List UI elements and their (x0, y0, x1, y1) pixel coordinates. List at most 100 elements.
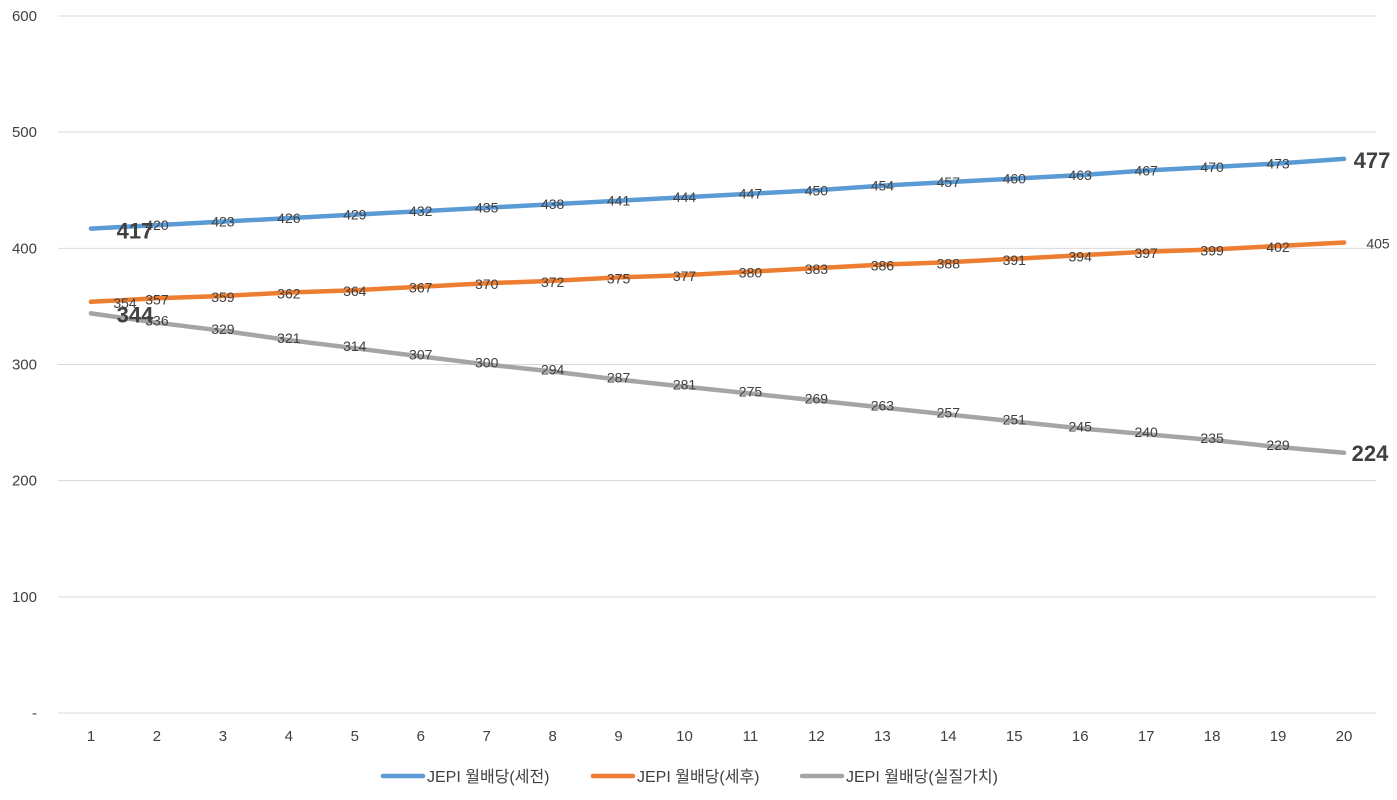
x-tick-label: 19 (1270, 728, 1287, 745)
x-tick-label: 4 (285, 728, 293, 745)
data-label-series-1: 447 (739, 186, 763, 202)
series-2-point (946, 260, 951, 265)
series-1-point (682, 195, 687, 200)
series-3-point (748, 391, 753, 396)
data-label-series-1: 470 (1200, 159, 1224, 175)
series-1-point (418, 208, 423, 214)
data-label-series-3: 321 (277, 330, 301, 346)
x-tick-label: 14 (940, 728, 957, 745)
legend-item-3: JEPI 월배당(실질가치) (799, 768, 998, 786)
series-2-point (1143, 249, 1149, 255)
data-label-series-3: 257 (937, 404, 961, 420)
series-3-point (1209, 437, 1215, 443)
x-tick-label: 17 (1138, 728, 1155, 745)
data-label-series-3: 294 (541, 361, 565, 377)
data-label-series-2: 367 (409, 280, 433, 296)
data-label-series-1: 435 (475, 200, 499, 216)
data-label-series-2: 397 (1134, 245, 1158, 261)
legend-item-2: JEPI 월배당(세후) (590, 768, 760, 786)
series-2-point (1012, 256, 1017, 261)
data-label-series-3: 269 (805, 391, 829, 407)
data-label-series-1: 463 (1069, 167, 1093, 183)
series-1-point (946, 179, 951, 185)
series-3-point (1078, 426, 1083, 431)
y-tick-label: 400 (12, 240, 37, 257)
data-label-series-1: 426 (277, 210, 301, 226)
series-3-point (616, 377, 621, 382)
x-tick-label: 1 (87, 728, 95, 745)
data-label-series-2: 402 (1266, 239, 1290, 255)
data-label-series-1: 444 (673, 189, 697, 205)
series-2-point (286, 290, 292, 295)
series-2-point (814, 265, 819, 271)
series-2-point (154, 296, 160, 301)
data-label-series-2: 357 (145, 291, 169, 307)
series-1-point (154, 222, 160, 228)
data-label-series-3: 245 (1069, 418, 1093, 434)
x-tick-label: 16 (1072, 728, 1089, 745)
x-tick-label: 7 (483, 728, 491, 745)
data-label-series-2: 359 (211, 289, 235, 305)
x-tick-label: 11 (743, 728, 759, 745)
series-3-point (220, 328, 226, 334)
series-1-point (484, 205, 489, 210)
series-2-point (682, 272, 687, 278)
data-label-series-3: 235 (1200, 430, 1224, 446)
x-tick-label: 2 (153, 728, 161, 745)
data-label-series-1: 417 (117, 219, 154, 244)
series-2-point (1209, 247, 1215, 252)
data-label-series-3: 240 (1134, 424, 1158, 440)
data-label-series-1: 473 (1266, 156, 1290, 172)
series-lines (88, 156, 1347, 456)
data-label-series-3: 307 (409, 346, 433, 362)
series-3-point (814, 398, 819, 403)
series-2-point (352, 287, 357, 293)
data-label-series-3: 275 (739, 384, 763, 400)
data-label-series-3: 344 (117, 302, 154, 327)
data-label-series-1: 420 (145, 217, 169, 233)
x-tick-label: 13 (874, 728, 891, 745)
data-label-series-2: 391 (1003, 252, 1027, 268)
series-1-point (880, 183, 885, 188)
data-label-series-3: 336 (145, 313, 169, 329)
x-tick-label: 3 (219, 728, 227, 745)
data-label-series-3: 229 (1266, 437, 1290, 453)
series-3-point (88, 311, 94, 316)
series-3-point (418, 354, 423, 359)
series-1-point (550, 201, 555, 207)
data-label-series-3: 281 (673, 377, 697, 393)
series-2-point (616, 275, 621, 280)
data-label-series-1: 467 (1134, 163, 1158, 179)
legend-item-1: JEPI 월배당(세전) (380, 768, 550, 786)
series-1-point (88, 226, 94, 231)
data-label-series-3: 329 (211, 321, 235, 337)
x-tick-label: 8 (548, 728, 556, 745)
series-2-point (418, 284, 423, 289)
data-label-series-2: 380 (739, 265, 763, 281)
data-label-series-2: 394 (1069, 248, 1093, 264)
series-line-2 (88, 240, 1347, 305)
series-1-point (352, 212, 357, 217)
data-label-series-2: 375 (607, 270, 631, 286)
data-label-series-1: 477 (1354, 148, 1391, 173)
legend-label: JEPI 월배당(실질가치) (846, 768, 998, 786)
series-1-point (1012, 176, 1017, 181)
data-label-series-2: 405 (1366, 236, 1390, 252)
series-2-point (880, 262, 885, 267)
y-tick-label: 200 (12, 473, 37, 490)
series-2-point (1275, 243, 1281, 249)
series-1-point (1078, 172, 1083, 178)
data-label-series-1: 441 (607, 193, 631, 209)
data-label-series-2: 364 (343, 283, 367, 299)
series-2-point (220, 293, 226, 299)
series-2-point (1341, 240, 1347, 245)
series-3-point (1341, 450, 1347, 455)
series-1-point (1341, 156, 1347, 162)
series-2-point (88, 299, 94, 304)
data-label-series-1: 454 (871, 178, 895, 194)
data-label-series-3: 263 (871, 397, 895, 413)
data-label-series-1: 450 (805, 182, 829, 198)
series-2-point (1078, 253, 1083, 258)
